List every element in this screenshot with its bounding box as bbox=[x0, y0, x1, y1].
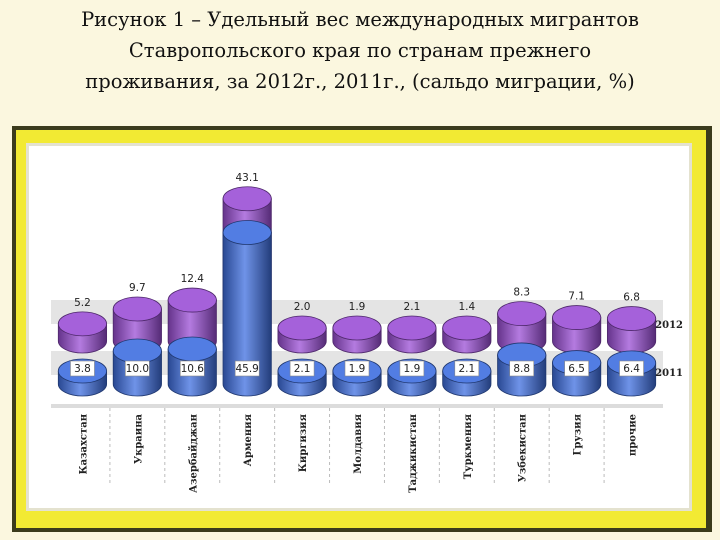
data-label-2011: 1.9 bbox=[404, 363, 421, 375]
bar-top-2012 bbox=[442, 315, 492, 341]
category-label: Таджикистан bbox=[408, 414, 419, 493]
category-label: Киргизия bbox=[298, 413, 309, 472]
bar-top-2011 bbox=[222, 220, 272, 245]
data-label-2012: 12.4 bbox=[181, 273, 205, 285]
bar-top-2012 bbox=[277, 315, 327, 341]
data-label-2011: 10.6 bbox=[181, 363, 205, 375]
data-label-2012: 2.0 bbox=[294, 301, 311, 313]
data-label-box-2011 bbox=[454, 360, 480, 377]
bar-top-2012 bbox=[387, 315, 437, 341]
data-label-2011: 2.1 bbox=[294, 363, 311, 375]
category-label: прочие bbox=[628, 414, 639, 456]
bar-top-2012 bbox=[112, 296, 162, 322]
data-label-box-2011 bbox=[179, 360, 205, 377]
slide-title: Рисунок 1 – Удельный вес международных м… bbox=[81, 8, 639, 93]
chart-svg: 5.2 9.7 12.4 43.1 2.0 1.9 2.1 1.4 8.3 7.1 6.8 3.8 10… bbox=[51, 172, 683, 493]
data-label-2012: 43.1 bbox=[235, 172, 258, 184]
data-label-2012: 8.3 bbox=[513, 287, 530, 299]
series-label-2012: 2012 bbox=[655, 320, 683, 331]
data-label-2011: 2.1 bbox=[458, 363, 475, 375]
data-label-2011: 3.8 bbox=[74, 363, 91, 375]
bar-top-2012 bbox=[57, 311, 108, 337]
data-label-box-2011 bbox=[344, 360, 370, 377]
bar-top-2012 bbox=[332, 315, 382, 341]
bar-2011 bbox=[222, 232, 272, 397]
bar-top-2011 bbox=[112, 338, 162, 364]
bar-top-2011 bbox=[167, 336, 217, 362]
category-label: Азербайджан bbox=[188, 414, 199, 493]
bar-top-2012 bbox=[606, 306, 657, 331]
data-label-2012: 7.1 bbox=[568, 291, 585, 303]
bar-top-2012 bbox=[497, 301, 547, 327]
data-label-2011: 45.9 bbox=[235, 363, 258, 375]
bar-top-2012 bbox=[167, 287, 217, 313]
data-label-box-2011 bbox=[619, 360, 644, 377]
category-label: Армения bbox=[243, 413, 254, 466]
bar-top-2012 bbox=[552, 305, 602, 330]
data-label-2011: 6.4 bbox=[623, 363, 640, 375]
data-label-box-2011 bbox=[234, 360, 260, 377]
category-label: Молдавия bbox=[353, 413, 364, 473]
data-label-2012: 5.2 bbox=[74, 297, 91, 309]
data-label-2011: 6.5 bbox=[568, 363, 585, 375]
data-label-2012: 1.4 bbox=[458, 301, 475, 313]
data-label-2011: 1.9 bbox=[349, 363, 366, 375]
chart-panel: 5.2 9.7 12.4 43.1 2.0 1.9 2.1 1.4 8.3 7.1 6.8 3.8 10… bbox=[26, 143, 692, 511]
category-label: Туркмения bbox=[463, 413, 474, 479]
category-label: Узбекистан bbox=[518, 414, 529, 482]
bar-top-2012 bbox=[222, 186, 272, 212]
category-label: Украина bbox=[133, 413, 144, 464]
data-label-box-2011 bbox=[289, 360, 315, 377]
data-label-2012: 1.9 bbox=[349, 301, 366, 313]
floor-base bbox=[51, 404, 663, 408]
data-label-2012: 9.7 bbox=[129, 282, 146, 294]
data-label-box-2011 bbox=[70, 360, 95, 377]
data-label-box-2011 bbox=[399, 360, 425, 377]
series-label-2011: 2011 bbox=[655, 368, 683, 379]
data-label-2012: 2.1 bbox=[404, 301, 421, 313]
data-label-2011: 8.8 bbox=[513, 363, 530, 375]
data-label-2011: 10.0 bbox=[126, 363, 149, 375]
data-label-2012: 6.8 bbox=[623, 292, 640, 304]
category-label: Казахстан bbox=[78, 414, 89, 474]
data-label-box-2011 bbox=[564, 360, 589, 377]
data-label-box-2011 bbox=[509, 360, 535, 377]
data-label-box-2011 bbox=[125, 360, 150, 377]
category-label: Грузия bbox=[573, 413, 584, 455]
